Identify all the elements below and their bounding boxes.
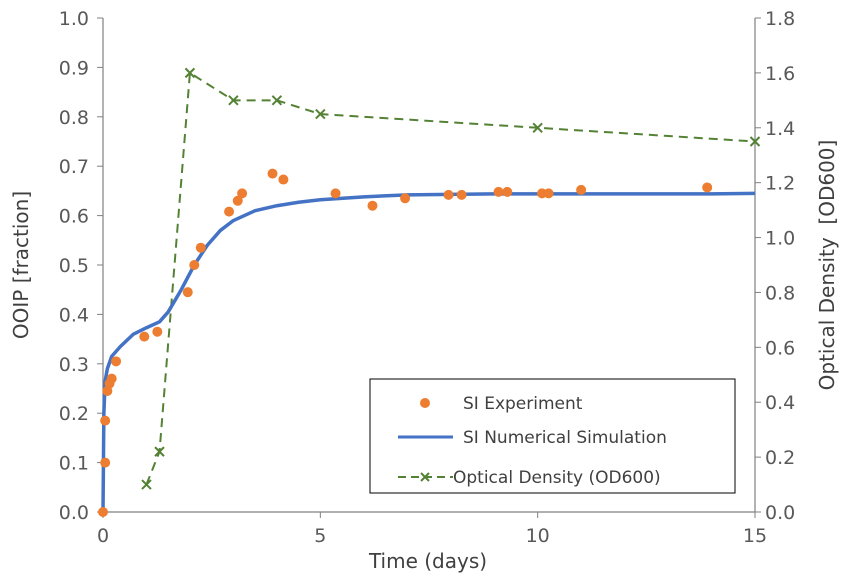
y-right-tick-label: 0.4 <box>765 392 795 414</box>
optical-density-point <box>154 446 165 457</box>
experiment-point <box>367 200 378 211</box>
y-right-tick-label: 0.2 <box>765 447 795 469</box>
experiment-point <box>543 188 554 199</box>
x-axis-title: Time (days) <box>368 549 487 573</box>
optical-density-point <box>315 108 326 120</box>
legend-marker-optical-density <box>420 472 430 482</box>
x-tick-label: 0 <box>97 525 109 547</box>
y-left-tick-label: 0.7 <box>59 156 89 178</box>
y-right-tick-label: 1.4 <box>765 118 795 140</box>
experiment-point <box>576 184 587 195</box>
experiment-point <box>443 189 454 200</box>
y-right-tick-label: 1.0 <box>765 228 795 250</box>
series-layer <box>98 67 761 517</box>
optical-density-point <box>228 95 239 106</box>
experiment-point <box>456 189 467 200</box>
y-left-tick-label: 0.5 <box>59 255 89 277</box>
experiment-point <box>267 168 278 179</box>
optical-density-point <box>749 136 761 147</box>
y-left-tick-label: 0.4 <box>59 304 89 326</box>
y-right-tick-label: 0.8 <box>765 282 795 304</box>
experiment-point <box>278 174 289 185</box>
y-right-tick-label: 1.6 <box>765 63 795 85</box>
legend-marker-experiment <box>420 398 430 408</box>
optical-density-point <box>271 95 283 106</box>
optical-density-point <box>141 479 152 490</box>
optical-density-point <box>532 122 543 133</box>
y-right-tick-label: 1.2 <box>765 173 795 195</box>
experiment-point <box>237 188 248 199</box>
experiment-point <box>100 415 111 426</box>
y-left-tick-label: 0.6 <box>59 206 89 228</box>
y-axis-title-right: Optical Density [OD600] <box>815 140 839 391</box>
experiment-point <box>139 331 150 342</box>
x-tick-label: 15 <box>743 525 767 547</box>
experiment-point <box>98 507 108 517</box>
experiment-point <box>493 186 504 197</box>
experiment-point <box>152 326 163 337</box>
y-left-tick-label: 0.2 <box>59 403 89 425</box>
y-right-tick-label: 1.8 <box>765 8 795 30</box>
legend-label-experiment: SI Experiment <box>463 394 583 414</box>
experiment-point <box>502 186 513 197</box>
y-left-tick-label: 1.0 <box>59 8 89 30</box>
y-left-tick-label: 0.1 <box>59 453 89 475</box>
experiment-point <box>330 188 341 199</box>
experiment-point <box>224 206 235 217</box>
y-left-tick-label: 0.9 <box>59 57 89 79</box>
y-axis-title-left: OOIP [fraction] <box>9 191 33 339</box>
optical-density-point <box>184 67 196 79</box>
optical-density-line <box>145 71 756 485</box>
experiment-point <box>702 182 713 193</box>
legend-label-optical-density: Optical Density (OD600) <box>453 468 661 488</box>
y-left-tick-label: 0.8 <box>59 107 89 129</box>
legend: SI Experiment SI Numerical Simulation Op… <box>369 378 736 494</box>
experiment-point <box>111 356 122 367</box>
y-left-tick-label: 0.3 <box>59 354 89 376</box>
experiment-point <box>100 457 111 468</box>
experiment-point <box>400 193 411 204</box>
axes: 0.0 0.1 0.2 0.3 0.4 0.5 0.6 0.7 0.8 0.9 1.0 0.0 0.2 0… <box>59 8 795 547</box>
experiment-point <box>182 287 193 298</box>
experiment-point <box>232 195 243 206</box>
experiment-point <box>195 242 206 253</box>
legend-label-simulation: SI Numerical Simulation <box>463 428 667 448</box>
x-tick-label: 10 <box>526 525 550 547</box>
experiment-point <box>189 260 200 270</box>
y-left-tick-label: 0.0 <box>59 502 89 524</box>
experiment-point <box>106 373 117 384</box>
y-right-tick-label: 0.0 <box>765 502 795 524</box>
y-right-tick-label: 0.6 <box>765 337 795 359</box>
x-tick-label: 5 <box>314 525 326 547</box>
